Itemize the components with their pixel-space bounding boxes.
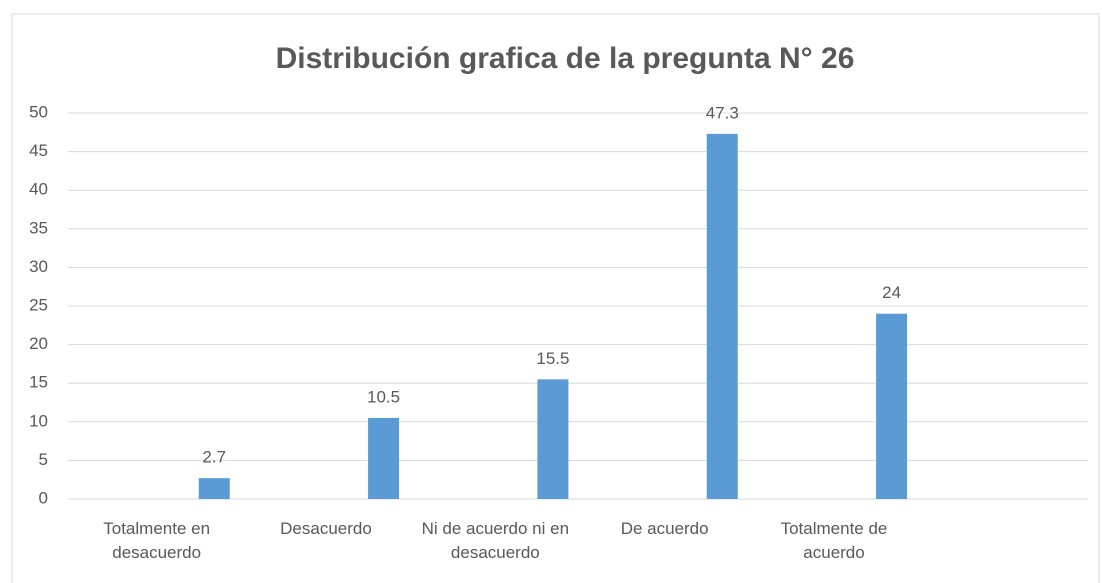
y-tick-label: 25	[29, 295, 48, 314]
y-tick-label: 35	[29, 218, 48, 237]
y-tick-label: 40	[29, 180, 48, 199]
value-label: 10.5	[367, 387, 400, 406]
y-tick-label: 30	[29, 257, 48, 276]
value-label: 2.7	[202, 448, 226, 467]
value-label: 47.3	[706, 103, 739, 122]
y-tick-label: 0	[39, 488, 48, 507]
y-tick-label: 15	[29, 373, 48, 392]
value-label: 24	[882, 283, 901, 302]
x-tick-label: Totalmente en desacuerdo	[103, 519, 211, 562]
x-tick-label: Totalmente de acuerdo	[780, 519, 888, 562]
bar	[537, 379, 569, 499]
y-tick-label: 10	[29, 411, 48, 430]
x-tick-label: Ni de acuerdo ni en desacuerdo	[421, 519, 570, 562]
bar	[706, 133, 738, 499]
y-tick-label: 5	[39, 450, 48, 469]
x-tick-label: Desacuerdo	[280, 519, 372, 538]
value-label: 15.5	[536, 349, 569, 368]
bar	[876, 313, 908, 499]
y-tick-label: 50	[29, 102, 48, 121]
y-tick-label: 20	[29, 334, 48, 353]
bar	[198, 478, 230, 499]
bar	[368, 417, 400, 499]
y-tick-label: 45	[29, 141, 48, 160]
x-tick-label: De acuerdo	[620, 519, 709, 538]
chart-title: Distribución grafica de la pregunta N° 2…	[276, 42, 855, 75]
